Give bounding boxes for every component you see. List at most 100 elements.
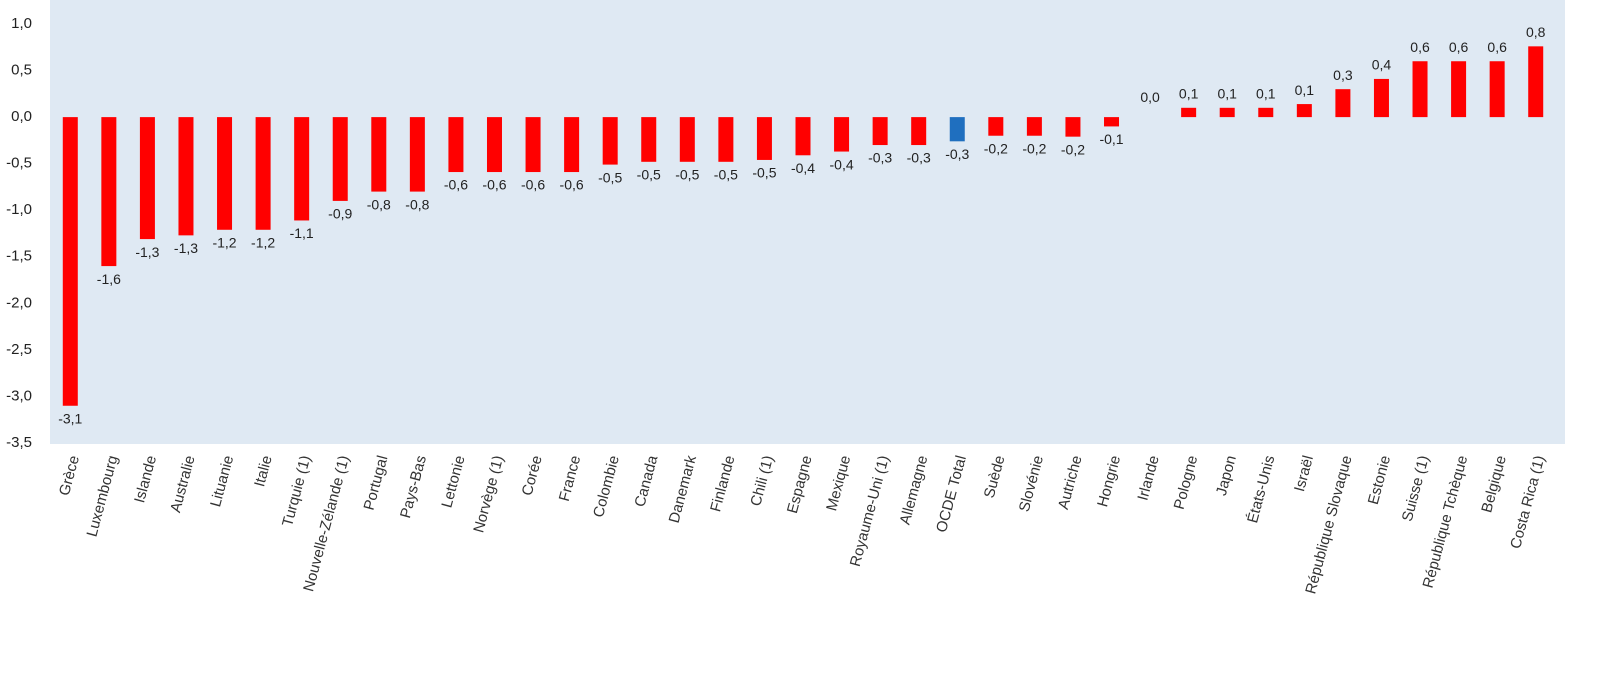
value-label: 0,8 [1526,24,1546,40]
value-label: 0,3 [1333,67,1353,83]
y-tick-label: -3,0 [6,387,32,404]
bar [1412,61,1428,118]
bar [602,117,618,165]
x-tick-label: Slovénie [1016,454,1047,514]
value-label: 0,0 [1140,89,1160,105]
x-tick-label: États-Unis [1244,454,1278,525]
value-label: -0,1 [1099,131,1123,147]
x-tick-label: Australie [167,454,199,515]
value-label: 0,1 [1179,86,1199,102]
x-tick-label: Autriche [1055,454,1086,512]
bar [332,117,348,201]
bar [525,117,541,173]
x-tick-label: Hongrie [1094,454,1124,509]
value-label: 0,6 [1410,39,1430,55]
bar [564,117,580,173]
bar [139,117,155,240]
bar [756,117,772,160]
x-tick-label: Italie [251,454,276,489]
y-tick-label: 0,0 [11,108,32,125]
x-tick-label: Luxembourg [84,454,122,539]
value-label: 0,4 [1372,57,1392,73]
value-label: 0,6 [1487,39,1507,55]
value-label: -1,2 [251,234,275,250]
bar [448,117,464,173]
x-tick-label: OCDE Total [933,454,970,535]
x-tick-label: Costa Rica (1) [1507,454,1548,551]
y-tick-label: -3,5 [6,434,32,451]
x-tick-label: Irlande [1134,454,1162,503]
bar [679,117,695,162]
x-tick-label: Mexique [823,454,854,513]
bar [1065,117,1081,137]
bar [1373,78,1389,118]
y-tick-label: -2,0 [6,294,32,311]
bar [641,117,657,162]
value-label: -0,4 [791,160,815,176]
x-tick-label: Suède [981,454,1009,500]
value-label: 0,1 [1256,86,1276,102]
value-label: -0,6 [482,177,506,193]
bar [1026,117,1042,136]
x-tick-label: Pologne [1171,454,1202,512]
x-tick-label: Suisse (1) [1399,454,1433,524]
bar [1181,107,1197,118]
y-tick-label: -0,5 [6,155,32,172]
value-label: 0,6 [1449,39,1469,55]
value-label: -3,1 [58,410,82,426]
value-label: -0,6 [560,177,584,193]
bar [1528,46,1544,118]
x-tick-label: Pays-Bas [397,454,430,520]
x-tick-label: Finlande [707,454,738,514]
value-label: -1,1 [290,225,314,241]
bar [62,117,78,406]
bar [294,117,310,221]
bar [949,117,965,142]
value-label: -0,5 [598,169,622,185]
bar [718,117,734,162]
value-label: -1,3 [174,240,198,256]
bar [409,117,425,192]
value-label: -0,2 [984,140,1008,156]
bar [1451,61,1467,118]
y-tick-label: -1,5 [6,248,32,265]
bar [1219,107,1235,118]
value-label: -0,4 [830,156,854,172]
value-label: -0,3 [907,150,931,166]
x-tick-label: Estonie [1365,454,1394,507]
x-tick-label: Portugal [361,454,392,512]
bar [1335,89,1351,118]
bar [1296,104,1312,118]
x-tick-label: Colombie [590,454,623,520]
value-label: -1,6 [97,271,121,287]
bar [872,117,888,146]
x-tick-label: Allemagne [897,454,932,527]
value-label: -1,3 [135,244,159,260]
x-tick-label: Canada [631,453,661,509]
value-label: -0,6 [521,177,545,193]
value-label: -0,2 [1061,141,1085,157]
x-tick-label: Israël [1291,454,1317,494]
x-tick-label: Chili (1) [747,454,777,508]
value-label: -0,5 [675,167,699,183]
bar [101,117,117,267]
x-tick-label: Lettonie [438,454,468,510]
x-tick-label: Belgique [1478,454,1510,515]
x-tick-label: Lituanie [207,454,237,509]
y-tick-label: -1,0 [6,201,32,218]
value-label: -0,9 [328,206,352,222]
y-tick-label: 1,0 [11,15,32,32]
bar [911,117,927,146]
value-label: -0,6 [444,177,468,193]
value-label: 0,1 [1217,86,1237,102]
y-tick-label: 0,5 [11,62,32,79]
x-tick-label: Japon [1213,454,1240,498]
value-label: -0,5 [637,167,661,183]
x-tick-label: Espagne [784,454,816,516]
value-label: 0,1 [1295,82,1315,98]
value-label: -0,3 [868,150,892,166]
value-label: -0,5 [714,167,738,183]
bar [217,117,233,230]
y-tick-label: -2,5 [6,341,32,358]
